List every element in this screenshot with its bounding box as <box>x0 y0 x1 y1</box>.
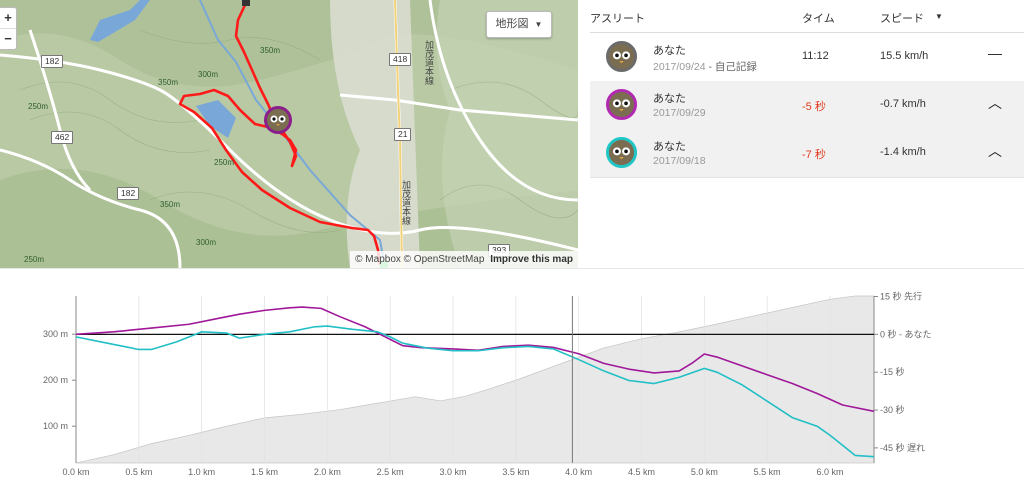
contour-label: 350m <box>260 46 281 55</box>
contour-label: 250m <box>28 102 49 111</box>
sort-caret-icon[interactable]: ▼ <box>935 12 943 21</box>
speed-column-header[interactable]: スピード <box>880 13 924 25</box>
athlete-avatar <box>606 89 637 120</box>
road-shield-182: 182 <box>41 55 64 68</box>
x-tick-label: 1.0 km <box>188 467 215 477</box>
left-axis-label: 100 m <box>43 421 68 431</box>
zoom-control: + − <box>0 7 17 50</box>
road-shield-182-south: 182 <box>117 187 140 200</box>
leaderboard-row[interactable]: あなた 2017/09/24 - 自己記録 11:12 15.5 km/h — <box>590 33 1024 82</box>
rail-line-label-south: 加茂道本線 <box>401 180 411 225</box>
road-shield-418: 418 <box>389 53 412 66</box>
athlete-position-marker <box>264 106 292 134</box>
chevron-up-icon[interactable]: ︿ <box>988 143 1002 159</box>
leaderboard-row[interactable]: あなた 2017/09/18 -7 秒 -1.4 km/h ︿ <box>590 129 1024 178</box>
x-tick-label: 2.5 km <box>377 467 404 477</box>
x-tick-label: 4.5 km <box>628 467 655 477</box>
chevron-up-icon[interactable]: ︿ <box>988 95 1002 111</box>
segment-speed: -1.4 km/h <box>880 146 926 158</box>
activity-date-text[interactable]: 2017/09/29 <box>653 107 706 119</box>
activity-date-text[interactable]: 2017/09/24 <box>653 61 706 73</box>
right-axis-label: -30 秒 <box>880 404 905 415</box>
owl-avatar-icon <box>609 44 634 69</box>
contour-label: 350m <box>160 200 181 209</box>
chevron-down-icon: ▼ <box>534 20 543 29</box>
activity-date[interactable]: 2017/09/24 - 自己記録 <box>653 59 757 74</box>
athlete-avatar <box>606 41 637 72</box>
athlete-name[interactable]: あなた <box>653 141 686 153</box>
contour-label: 350m <box>158 78 179 87</box>
contour-label: 300m <box>196 238 217 247</box>
left-axis-label: 300 m <box>43 329 68 339</box>
minus-icon[interactable]: — <box>988 45 1002 61</box>
segment-time: -7 秒 <box>802 149 826 161</box>
left-axis-label: 200 m <box>43 375 68 385</box>
activity-date[interactable]: 2017/09/18 <box>653 155 706 167</box>
owl-avatar-icon <box>267 109 289 131</box>
segment-time: 11:12 <box>802 50 829 62</box>
map-attribution: © Mapbox © OpenStreetMap Improve this ma… <box>350 251 578 268</box>
activity-date[interactable]: 2017/09/29 <box>653 107 706 119</box>
athlete-name[interactable]: あなた <box>653 45 686 57</box>
owl-avatar-icon <box>609 92 634 117</box>
right-axis-label: 0 秒 - あなた <box>880 328 932 339</box>
map-style-dropdown[interactable]: 地形図 ▼ <box>486 11 552 38</box>
leaderboard-header: アスリート タイム スピード ▼ <box>590 0 1024 33</box>
x-tick-label: 0.5 km <box>125 467 152 477</box>
road-shield-21: 21 <box>394 128 412 141</box>
contour-label: 250m <box>214 158 235 167</box>
series-line <box>75 325 875 458</box>
x-tick-label: 1.5 km <box>251 467 278 477</box>
contour-label: 300m <box>198 70 219 79</box>
athlete-name[interactable]: あなた <box>653 93 686 105</box>
comparison-leaderboard: アスリート タイム スピード ▼ あなた 2017/09/24 - 自己記録 11:… <box>590 0 1024 268</box>
leaderboard-row[interactable]: あなた 2017/09/29 -5 秒 -0.7 km/h ︿ <box>590 81 1024 130</box>
map-style-label: 地形図 <box>495 18 529 30</box>
series-line <box>75 306 875 413</box>
owl-avatar-icon <box>609 140 634 165</box>
activity-date-text[interactable]: 2017/09/18 <box>653 155 706 167</box>
x-tick-label: 5.5 km <box>754 467 781 477</box>
personal-record-label: - 自己記録 <box>705 61 757 73</box>
elevation-comparison-chart[interactable]: 0.0 km 0.5 km 1.0 km 1.5 km 2.0 km 2.5 km 3.0 … <box>0 268 1024 493</box>
segment-speed: -0.7 km/h <box>880 98 926 110</box>
x-tick-label: 0.0 km <box>62 467 89 477</box>
x-tick-label: 5.0 km <box>691 467 718 477</box>
x-tick-label: 6.0 km <box>817 467 844 477</box>
x-tick-label: 3.0 km <box>440 467 467 477</box>
contour-label: 250m <box>24 255 45 264</box>
zoom-out-button[interactable]: − <box>0 28 16 49</box>
chart-canvas: 0.0 km 0.5 km 1.0 km 1.5 km 2.0 km 2.5 km 3.0 … <box>43 291 932 477</box>
time-column-header[interactable]: タイム <box>802 13 835 25</box>
x-tick-label: 3.5 km <box>502 467 529 477</box>
right-axis-label: 15 秒 先行 <box>880 291 922 302</box>
x-tick-label: 4.0 km <box>565 467 592 477</box>
right-axis-label: -15 秒 <box>880 366 905 377</box>
road-shield-462: 462 <box>51 131 74 144</box>
route-map[interactable]: 182 462 182 418 21 393 加茂道本線 加茂道本線 350m … <box>0 0 578 268</box>
rail-line-label: 加茂道本線 <box>424 40 434 85</box>
attribution-text: © Mapbox © OpenStreetMap <box>355 254 485 265</box>
map-canvas <box>0 0 578 268</box>
right-axis-label: -45 秒 遅れ <box>880 442 925 453</box>
athlete-column-header[interactable]: アスリート <box>590 13 645 25</box>
zoom-in-button[interactable]: + <box>4 10 12 25</box>
improve-map-link[interactable]: Improve this map <box>490 254 573 265</box>
athlete-avatar <box>606 137 637 168</box>
segment-speed: 15.5 km/h <box>880 50 929 62</box>
x-tick-label: 2.0 km <box>314 467 341 477</box>
segment-time: -5 秒 <box>802 101 826 113</box>
